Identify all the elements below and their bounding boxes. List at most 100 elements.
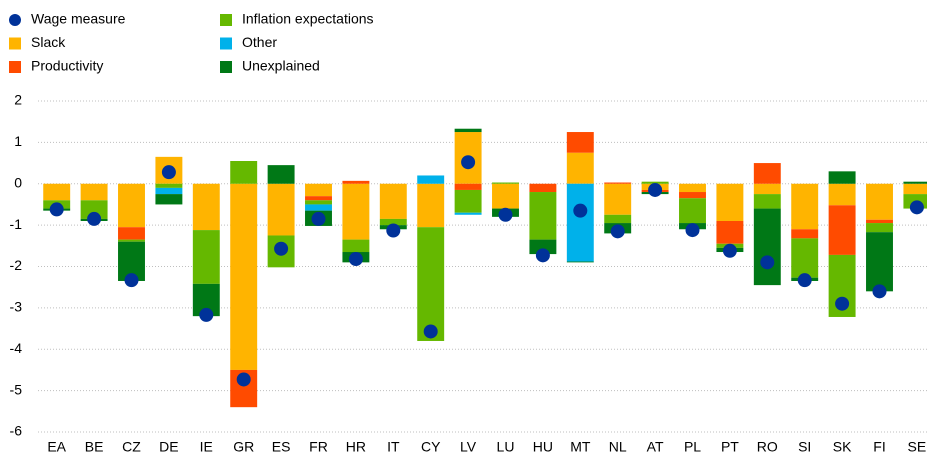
wage-dot bbox=[236, 372, 251, 387]
bar-segment bbox=[492, 183, 519, 209]
wage-dot bbox=[685, 223, 700, 238]
wage-dot bbox=[161, 165, 176, 180]
bar-segment bbox=[566, 183, 594, 262]
bar-segment bbox=[454, 212, 482, 215]
bar-segment bbox=[641, 181, 669, 184]
bar-segment bbox=[192, 230, 220, 284]
y-tick-label: 2 bbox=[14, 92, 22, 108]
x-tick-label: DE bbox=[159, 439, 178, 455]
bar-segment bbox=[454, 189, 482, 213]
legend-marker bbox=[9, 61, 21, 73]
wage-dot bbox=[722, 243, 737, 258]
bar-segment bbox=[604, 214, 632, 224]
x-tick-label: HR bbox=[346, 439, 366, 455]
x-tick-label: RO bbox=[757, 439, 778, 455]
wage-dot bbox=[348, 252, 363, 267]
wage-dot bbox=[760, 255, 775, 270]
bar-segment bbox=[492, 182, 519, 184]
bar-segment bbox=[753, 163, 781, 184]
bar-segment bbox=[753, 183, 781, 195]
x-tick-label: NL bbox=[609, 439, 627, 455]
bar-segment bbox=[155, 187, 183, 195]
bar-segment bbox=[155, 194, 183, 205]
x-tick-label: IT bbox=[387, 439, 400, 455]
y-tick-label: -4 bbox=[10, 340, 23, 356]
wage-dot bbox=[124, 273, 139, 288]
bar-segment bbox=[454, 128, 482, 133]
bar-segment bbox=[903, 181, 927, 184]
bar-segment bbox=[230, 160, 258, 184]
wage-dot bbox=[87, 211, 102, 226]
bar-segment bbox=[305, 204, 332, 211]
bar-segment bbox=[791, 183, 819, 230]
bar-segment bbox=[828, 183, 856, 206]
bar-segment bbox=[379, 218, 407, 226]
y-tick-label: -5 bbox=[10, 381, 23, 397]
bar-segment bbox=[267, 183, 295, 236]
x-tick-label: MT bbox=[570, 439, 591, 455]
bar-segment bbox=[379, 183, 407, 219]
bar-segment bbox=[679, 192, 706, 199]
bar-segment bbox=[192, 183, 220, 231]
x-tick-label: LV bbox=[460, 439, 477, 455]
bar-segment bbox=[305, 196, 332, 201]
bar-segment bbox=[529, 183, 557, 193]
bar-segment bbox=[305, 200, 332, 205]
legend-marker bbox=[220, 61, 232, 73]
bar-segment bbox=[342, 183, 370, 240]
x-tick-label: BE bbox=[85, 439, 104, 455]
legend-marker bbox=[9, 37, 21, 50]
x-tick-label: FR bbox=[309, 439, 328, 455]
bar-segment bbox=[866, 223, 893, 233]
bar-segment bbox=[753, 208, 781, 286]
bar-segment bbox=[230, 183, 258, 370]
bar-segment bbox=[342, 239, 370, 253]
bar-segment bbox=[866, 183, 893, 220]
bar-segment bbox=[716, 220, 744, 244]
x-tick-label: LU bbox=[497, 439, 515, 455]
bar-segment bbox=[80, 183, 108, 201]
wage-dot bbox=[461, 155, 476, 170]
x-tick-label: GR bbox=[233, 439, 254, 455]
bar-segment bbox=[417, 183, 445, 228]
bar-segment bbox=[267, 165, 295, 184]
bar-segment bbox=[118, 227, 145, 240]
bar-segment bbox=[566, 152, 594, 184]
y-tick-label: 1 bbox=[14, 133, 22, 149]
wage-dot bbox=[535, 248, 550, 263]
wage-dot bbox=[610, 224, 625, 239]
wage-dot bbox=[648, 182, 663, 197]
x-tick-label: CZ bbox=[122, 439, 141, 455]
wage-dot bbox=[311, 211, 326, 226]
x-tick-label: PT bbox=[721, 439, 739, 455]
bar-segment bbox=[529, 239, 557, 255]
y-tick-label: -3 bbox=[10, 299, 23, 315]
bar-segment bbox=[342, 180, 370, 184]
wage-dot bbox=[835, 296, 850, 311]
x-tick-label: PL bbox=[684, 439, 701, 455]
bar-segment bbox=[529, 192, 557, 240]
bar-segment bbox=[791, 229, 819, 239]
wage-dot bbox=[498, 207, 513, 222]
bar-segment bbox=[566, 261, 594, 263]
bar-segment bbox=[716, 183, 744, 221]
x-tick-label: ES bbox=[272, 439, 291, 455]
y-tick-label: -2 bbox=[10, 257, 23, 273]
bar-segment bbox=[417, 227, 445, 341]
x-tick-label: CY bbox=[421, 439, 441, 455]
legend-marker bbox=[220, 37, 232, 50]
legend-label: Inflation expectations bbox=[242, 11, 374, 27]
legend-marker bbox=[220, 14, 232, 26]
y-tick-label: -6 bbox=[10, 423, 23, 439]
bar-segment bbox=[753, 194, 781, 209]
x-tick-label: HU bbox=[533, 439, 553, 455]
legend-label: Productivity bbox=[31, 58, 103, 74]
wage-dot bbox=[797, 273, 812, 288]
x-tick-label: EA bbox=[47, 439, 66, 455]
x-tick-label: AT bbox=[647, 439, 664, 455]
bar-segment bbox=[791, 238, 819, 278]
bar-segment bbox=[828, 171, 856, 184]
wage-dot bbox=[49, 202, 64, 217]
bar-segment bbox=[679, 198, 706, 224]
